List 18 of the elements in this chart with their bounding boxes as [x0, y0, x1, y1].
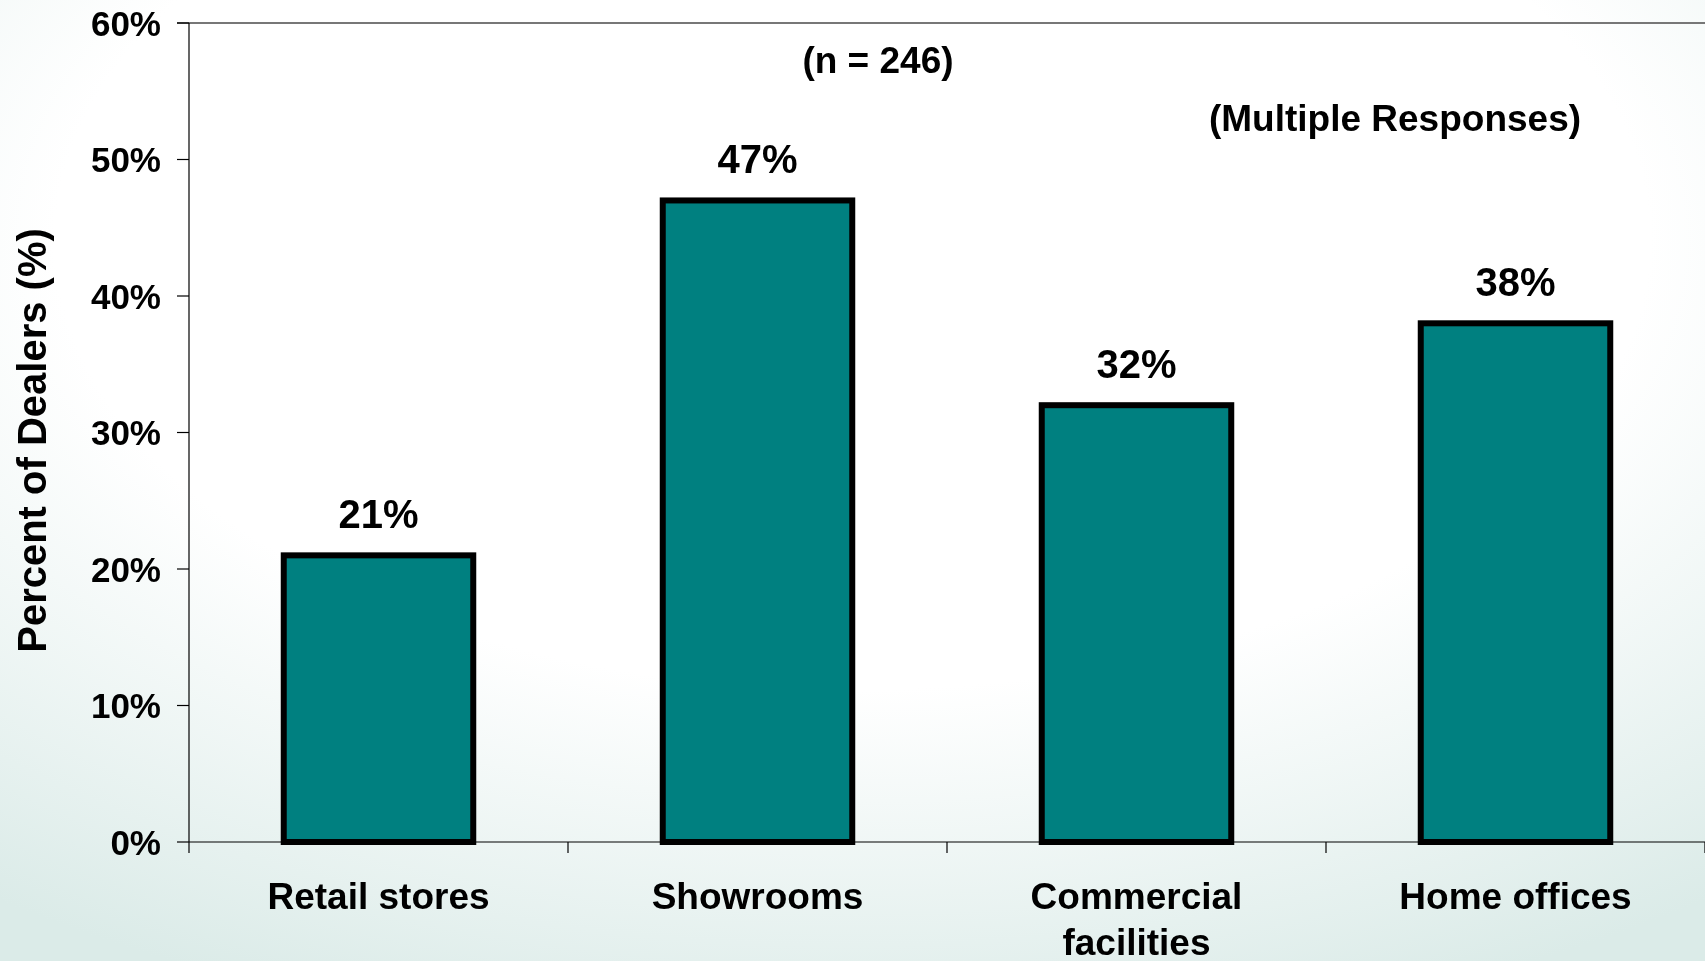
- x-tick-label: Retail stores: [267, 876, 490, 917]
- y-tick-label: 50%: [90, 140, 161, 180]
- y-tick-label: 20%: [90, 549, 161, 589]
- y-tick-label: 60%: [90, 3, 161, 43]
- annotation: (n = 246): [802, 40, 954, 81]
- x-tick-label: Home offices: [1399, 876, 1632, 917]
- y-tick-label: 0%: [110, 822, 161, 862]
- x-tick-label: Commercial facilities: [1030, 876, 1243, 961]
- data-label: 32%: [1096, 342, 1177, 387]
- x-tick-label: Showrooms: [651, 876, 864, 917]
- y-tick-label: 10%: [90, 686, 161, 726]
- y-tick-label: 30%: [90, 413, 161, 453]
- data-label: 38%: [1475, 260, 1556, 305]
- y-tick-label: 40%: [90, 276, 161, 316]
- y-axis-title: Percent of Dealers (%): [10, 228, 54, 653]
- data-label: 21%: [338, 492, 419, 537]
- annotation: (Multiple Responses): [1208, 98, 1582, 139]
- data-label: 47%: [717, 137, 798, 182]
